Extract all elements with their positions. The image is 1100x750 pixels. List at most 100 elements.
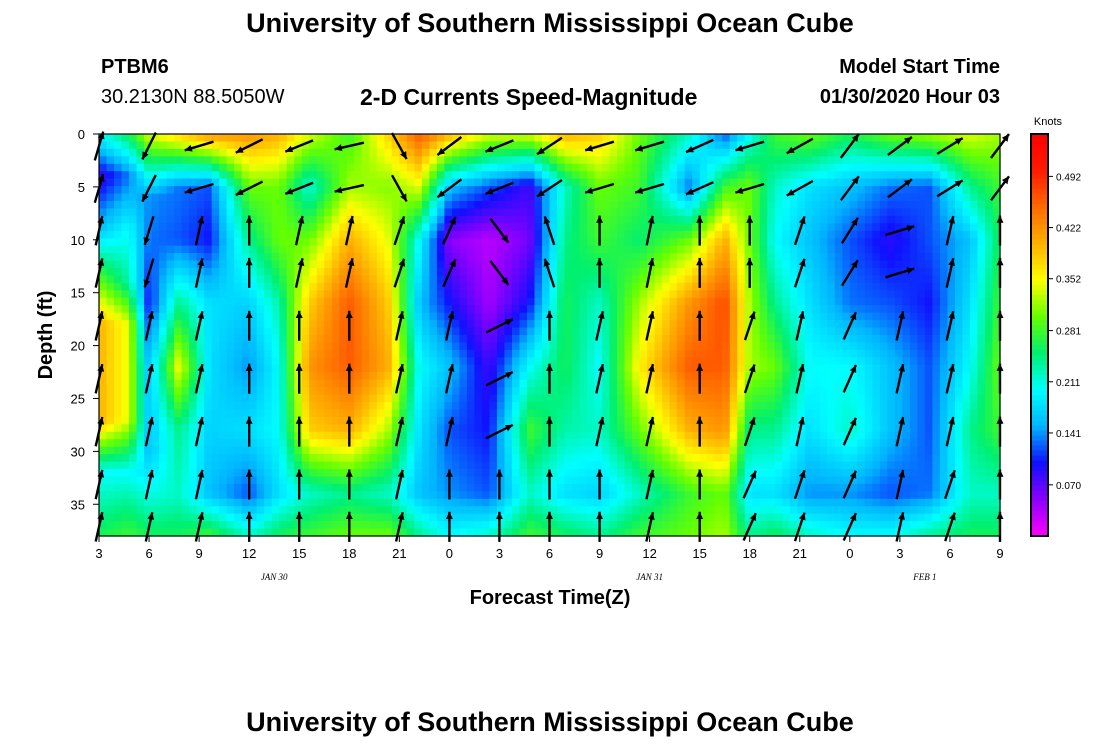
heatmap-cell: [782, 297, 791, 306]
heatmap-cell: [909, 201, 919, 210]
heatmap-cell: [834, 416, 843, 425]
heatmap-cell: [789, 305, 798, 314]
heatmap-cell: [609, 394, 618, 403]
heatmap-cell: [834, 342, 843, 351]
heatmap-cell: [677, 215, 686, 224]
heatmap-cell: [767, 245, 776, 254]
heatmap-cell: [361, 141, 370, 150]
heatmap-cell: [496, 312, 506, 321]
heatmap-cell: [211, 193, 220, 202]
heatmap-cell: [414, 424, 423, 433]
heatmap-cell: [819, 230, 828, 239]
heatmap-cell: [887, 193, 896, 202]
heatmap-cell: [617, 387, 626, 396]
heatmap-cell: [954, 327, 964, 336]
heatmap-cell: [136, 290, 145, 299]
heatmap-cell: [594, 186, 603, 195]
heatmap-cell: [947, 238, 956, 247]
heatmap-cell: [812, 208, 821, 217]
heatmap-cell: [827, 201, 836, 210]
heatmap-cell: [421, 245, 430, 254]
heatmap-cell: [174, 357, 183, 366]
heatmap-cell: [842, 372, 851, 381]
heatmap-cell: [579, 424, 588, 433]
heatmap-cell: [159, 134, 168, 143]
heatmap-cell: [286, 394, 295, 403]
heatmap-cell: [887, 186, 896, 195]
heatmap-cell: [511, 357, 521, 366]
heatmap-cell: [519, 357, 528, 366]
heatmap-cell: [812, 357, 821, 366]
heatmap-cell: [429, 349, 438, 358]
heatmap-cell: [549, 349, 558, 358]
heatmap-cell: [804, 223, 813, 232]
heatmap-cell: [339, 431, 348, 440]
heatmap-cell: [279, 387, 288, 396]
heatmap-cell: [632, 148, 641, 157]
heatmap-cell: [324, 163, 333, 172]
heatmap-cell: [647, 201, 656, 210]
heatmap-cell: [159, 260, 168, 269]
heatmap-cell: [587, 387, 596, 396]
heatmap-cell: [414, 178, 423, 187]
heatmap-cell: [436, 364, 445, 373]
heatmap-cell: [954, 238, 964, 247]
heatmap-cell: [579, 379, 588, 388]
heatmap-cell: [519, 171, 528, 180]
heatmap-cell: [354, 402, 363, 411]
heatmap-cell: [819, 208, 828, 217]
heatmap-cell: [234, 312, 243, 321]
heatmap-cell: [579, 394, 588, 403]
heatmap-cell: [241, 230, 250, 239]
heatmap-cell: [737, 193, 746, 202]
heatmap-cell: [436, 320, 445, 329]
heatmap-cell: [684, 178, 693, 187]
heatmap-cell: [534, 312, 543, 321]
heatmap-cell: [346, 357, 355, 366]
heatmap-cell: [954, 134, 964, 143]
heatmap-cell: [924, 141, 934, 150]
heatmap-cell: [151, 163, 160, 172]
heatmap-cell: [211, 141, 220, 150]
heatmap-cell: [361, 171, 370, 180]
heatmap-cell: [954, 364, 964, 373]
heatmap-cell: [166, 372, 175, 381]
heatmap-cell: [864, 327, 873, 336]
heatmap-cell: [639, 379, 648, 388]
heatmap-cell: [174, 275, 183, 284]
heatmap-cell: [924, 275, 934, 284]
heatmap-cell: [189, 260, 198, 269]
heatmap-cell: [812, 342, 821, 351]
heatmap-cell: [587, 364, 596, 373]
heatmap-cell: [624, 439, 633, 448]
heatmap-cell: [602, 253, 611, 262]
heatmap-cell: [872, 156, 881, 165]
heatmap-cell: [692, 342, 701, 351]
heatmap-cell: [932, 327, 941, 336]
heatmap-cell: [219, 342, 228, 351]
heatmap-cell: [114, 208, 123, 217]
heatmap-cell: [211, 178, 220, 187]
heatmap-cell: [774, 349, 783, 358]
heatmap-cell: [752, 431, 761, 440]
heatmap-cell: [114, 193, 123, 202]
heatmap-cell: [954, 163, 964, 172]
heatmap-cell: [519, 268, 528, 277]
heatmap-cell: [827, 335, 836, 344]
heatmap-cell: [782, 387, 791, 396]
heatmap-cell: [309, 186, 318, 195]
heatmap-cell: [256, 305, 265, 314]
heatmap-cell: [519, 349, 528, 358]
heatmap-cell: [136, 141, 145, 150]
heatmap-cell: [774, 148, 783, 157]
heatmap-cell: [722, 148, 731, 157]
heatmap-cell: [121, 387, 130, 396]
heatmap-cell: [496, 208, 506, 217]
heatmap-cell: [166, 379, 175, 388]
heatmap-cell: [249, 431, 258, 440]
heatmap-cell: [361, 394, 370, 403]
heatmap-cell: [729, 372, 738, 381]
heatmap-cell: [684, 387, 693, 396]
heatmap-cell: [812, 290, 821, 299]
heatmap-cell: [909, 416, 919, 425]
